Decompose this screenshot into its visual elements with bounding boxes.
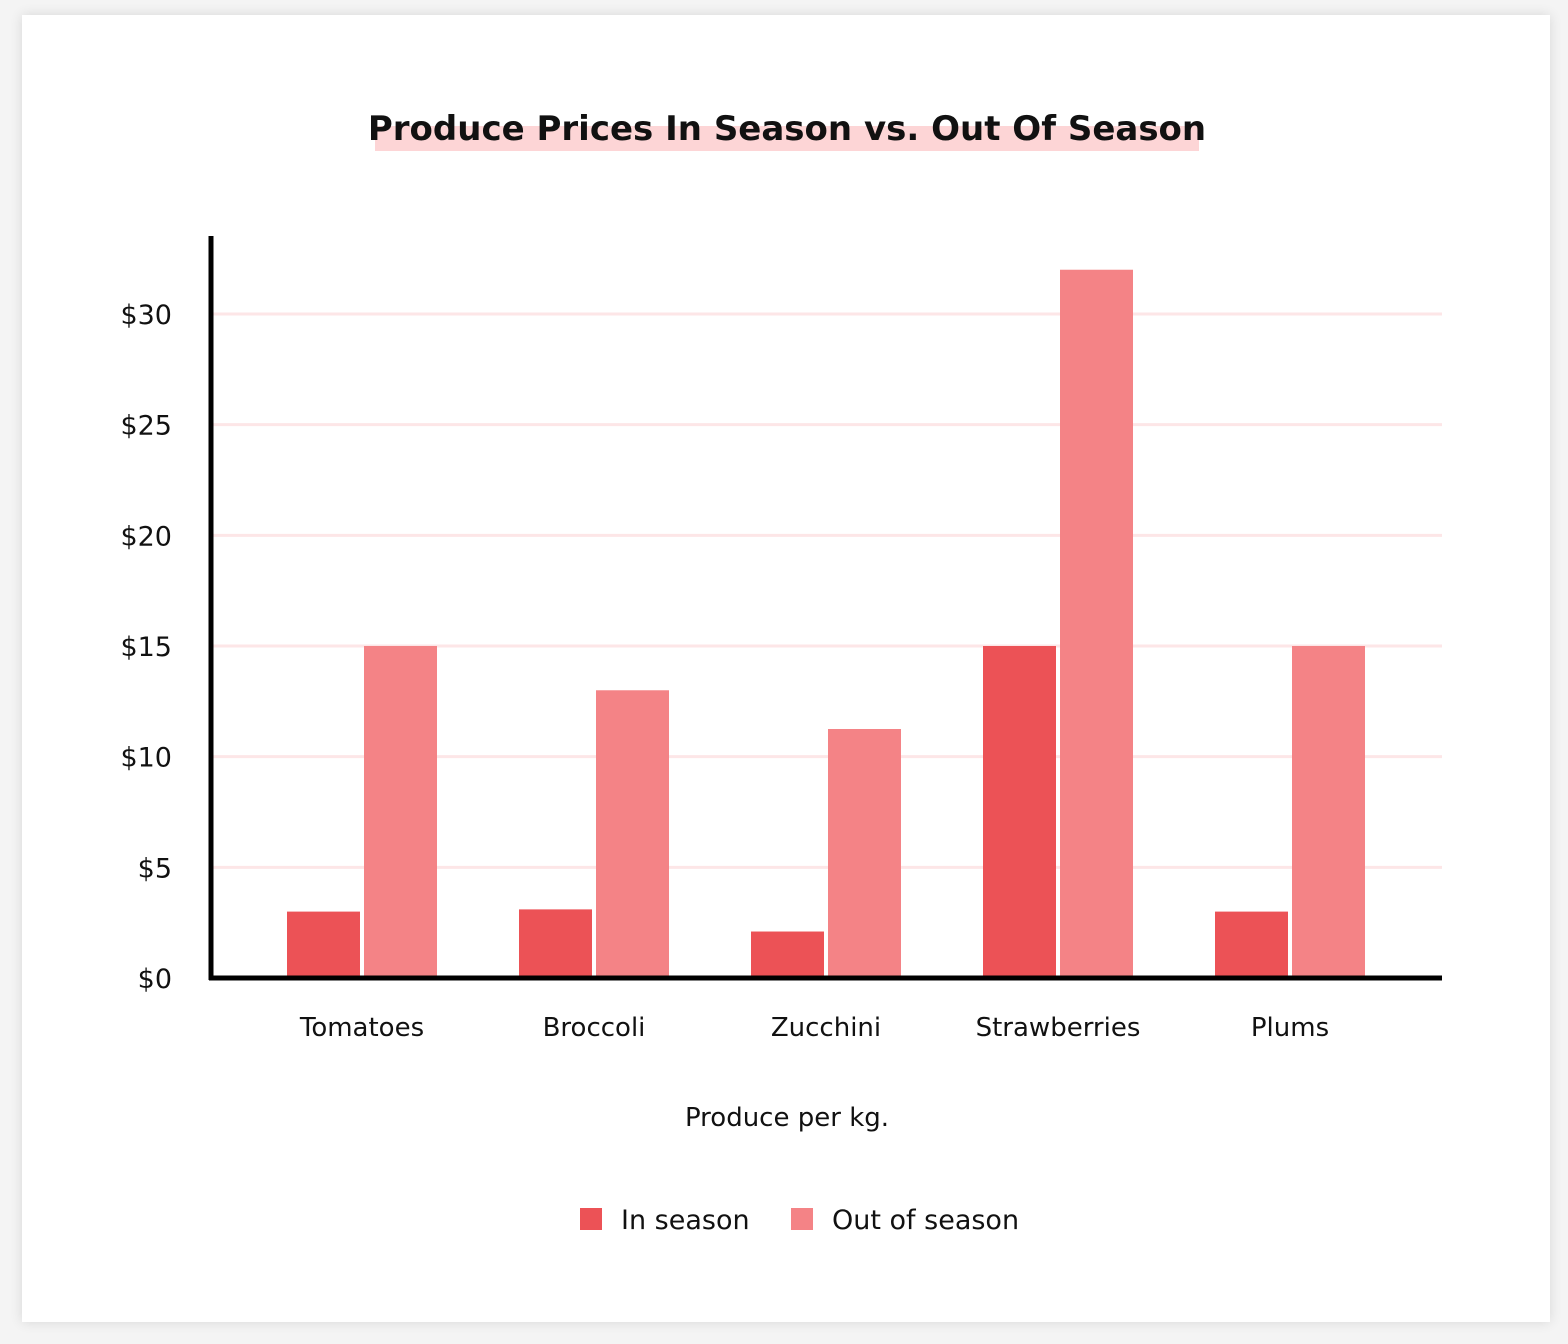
bar-strawberries-in-season [983, 646, 1056, 978]
y-tick-label: $15 [120, 632, 172, 663]
x-tick-label: Broccoli [543, 1013, 646, 1043]
bar-tomatoes-out-of-season [364, 646, 437, 978]
y-tick-label: $30 [120, 300, 172, 331]
legend-swatch [580, 1208, 602, 1230]
y-tick-label: $25 [120, 411, 172, 442]
y-tick-label: $20 [120, 521, 172, 552]
y-tick-label: $10 [120, 743, 172, 774]
x-tick-label: Strawberries [976, 1013, 1141, 1043]
title-highlight [375, 126, 1199, 151]
y-tick-label: $5 [138, 853, 172, 884]
legend: In season Out of season [580, 1205, 1019, 1236]
x-tick-label: Zucchini [771, 1013, 881, 1043]
y-tick-label: $0 [138, 964, 172, 995]
bar-plums-in-season [1215, 911, 1288, 978]
bar-broccoli-out-of-season [596, 690, 669, 978]
legend-swatch [791, 1208, 813, 1230]
bar-plums-out-of-season [1292, 646, 1365, 978]
bar-broccoli-in-season [519, 909, 592, 978]
x-axis-label: Produce per kg. [685, 1103, 889, 1133]
bar-zucchini-out-of-season [828, 729, 901, 978]
chart-title: Produce Prices In Season vs. Out Of Seas… [368, 109, 1206, 149]
legend-label: Out of season [832, 1205, 1019, 1236]
bar-zucchini-in-season [751, 931, 824, 978]
x-tick-label: Plums [1251, 1013, 1329, 1043]
x-tick-label: Tomatoes [299, 1013, 424, 1043]
bar-strawberries-out-of-season [1060, 269, 1133, 978]
bar-tomatoes-in-season [287, 911, 360, 978]
legend-label: In season [621, 1205, 750, 1236]
